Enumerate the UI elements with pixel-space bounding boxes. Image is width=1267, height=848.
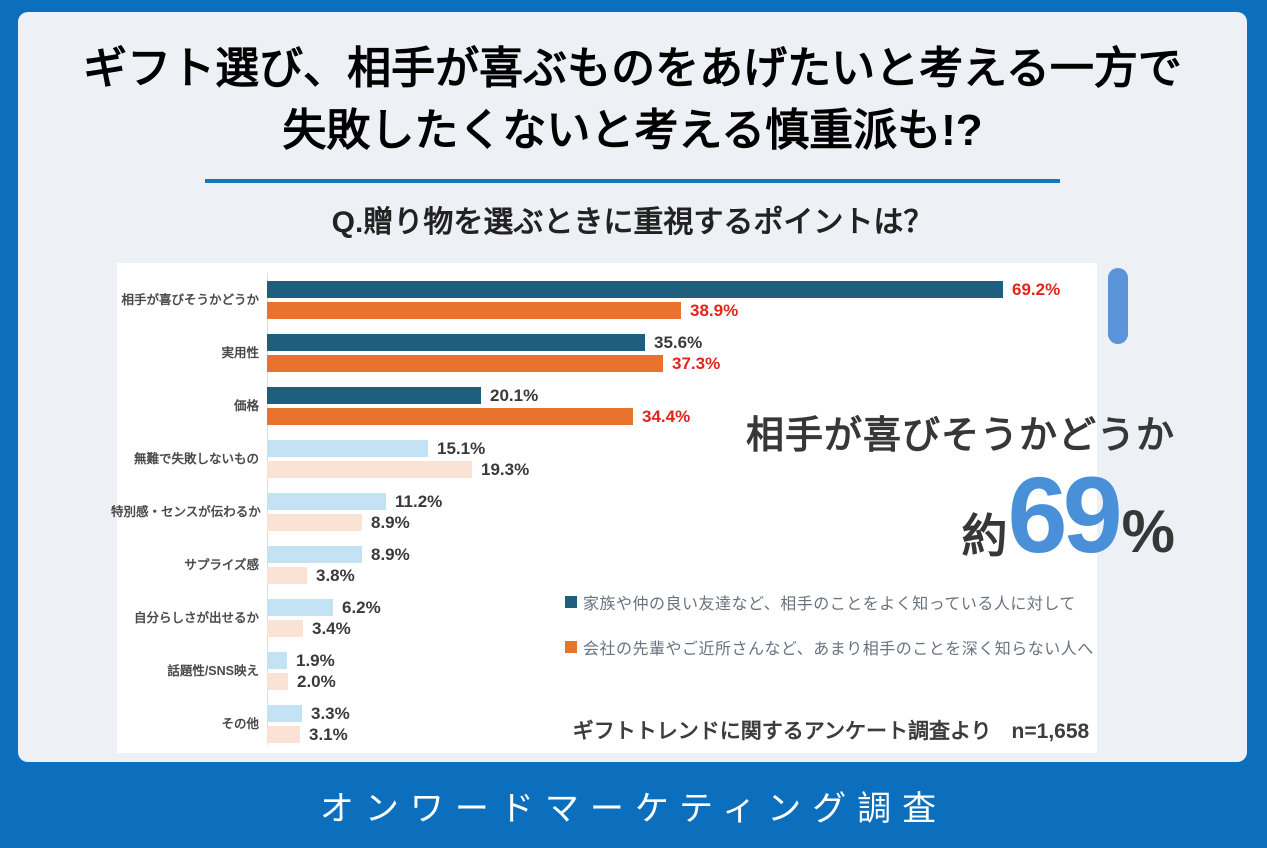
bar-known-person: [267, 493, 386, 510]
chart-legend: 家族や仲の良い友達など、相手のことをよく知っている人に対して 会社の先輩やご近所…: [565, 591, 1094, 681]
chart-row: その他 3.3% 3.1%: [117, 704, 1097, 744]
chart-row: 自分らしさが出せるか 6.2% 3.4%: [117, 598, 1097, 638]
title-line-2: 失敗したくないと考える慎重派も!?: [282, 106, 983, 156]
callout-approx: 約: [961, 510, 1008, 562]
bar-known-person: [267, 705, 302, 722]
value-label: 34.4%: [642, 407, 691, 426]
survey-source-note: ギフトトレンドに関するアンケート調査より n=1,658: [557, 715, 1105, 745]
callout-figure: 約69%: [746, 461, 1176, 569]
category-label: 無難で失敗しないもの: [133, 452, 259, 466]
category-label: その他: [221, 717, 259, 731]
footer-brand: オンワードマーケティング調査: [319, 789, 948, 828]
category-label: 特別感・センスが伝わるか: [111, 505, 261, 519]
chart-question: Q.贈り物を選ぶときに重視するポイントは？: [331, 205, 934, 239]
legend-swatch-orange-icon: [565, 641, 577, 653]
category-label: サプライズ感: [184, 558, 259, 572]
title-line-1: ギフト選び、相手が喜ぶものをあげたいと考える一方で: [83, 44, 1182, 93]
bar-unknown-person: [267, 567, 307, 584]
category-label: 実用性: [221, 346, 259, 360]
value-label: 37.3%: [672, 354, 721, 373]
callout-percent-sign: %: [1121, 498, 1175, 565]
survey-source-text: ギフトトレンドに関するアンケート調査より: [572, 720, 992, 743]
value-label: 3.3%: [311, 704, 350, 723]
bar-known-person: [267, 334, 645, 351]
bar-unknown-person: [267, 620, 303, 637]
value-label: 3.4%: [312, 619, 351, 638]
bar-unknown-person: [267, 461, 472, 478]
legend-item-unknown-person: 会社の先輩やご近所さんなど、あまり相手のことを深く知らない人へ: [565, 636, 1094, 658]
legend-label: 会社の先輩やご近所さんなど、あまり相手のことを深く知らない人へ: [583, 641, 1094, 658]
callout-text: 相手が喜びそうかどうか: [745, 415, 1175, 457]
bar-known-person: [267, 440, 428, 457]
content-panel: ギフト選び、相手が喜ぶものをあげたいと考える一方で 失敗したくないと考える慎重派も…: [18, 12, 1247, 762]
value-label: 69.2%: [1012, 280, 1061, 299]
bar-unknown-person: [267, 726, 300, 743]
bar-known-person: [267, 652, 287, 669]
chart-row: 実用性 35.6% 37.3%: [117, 333, 1097, 373]
bar-known-person: [267, 546, 362, 563]
value-label: 1.9%: [296, 651, 335, 670]
value-label: 35.6%: [654, 333, 703, 352]
bar-known-person: [267, 599, 333, 616]
value-label: 20.1%: [490, 386, 539, 405]
value-label: 15.1%: [437, 439, 486, 458]
category-label: 価格: [233, 399, 259, 413]
chart-row: 特別感・センスが伝わるか 11.2% 8.9%: [111, 492, 1097, 532]
value-label: 8.9%: [371, 513, 410, 532]
callout-number: 69: [1007, 454, 1123, 575]
value-label: 8.9%: [371, 545, 410, 564]
highlight-capsule: [1108, 268, 1128, 344]
value-label: 6.2%: [342, 598, 381, 617]
chart-row: 無難で失敗しないもの 15.1% 19.3%: [117, 439, 1097, 479]
title-underline: [205, 178, 1060, 183]
bar-unknown-person: [267, 514, 362, 531]
chart-card: 相手が喜びそうかどうか 69.2% 38.9% 実用性 35.6% 37.3% 価格 20.1…: [111, 263, 1097, 753]
bar-unknown-person: [267, 302, 681, 319]
value-label: 2.0%: [297, 672, 336, 691]
bar-known-person: [267, 281, 1003, 298]
key-finding-callout: 相手が喜びそうかどうか 約69%: [746, 404, 1175, 569]
category-label: 自分らしさが出せるか: [133, 611, 259, 625]
value-label: 11.2%: [395, 492, 443, 511]
value-label: 19.3%: [481, 460, 530, 479]
legend-item-known-person: 家族や仲の良い友達など、相手のことをよく知っている人に対して: [565, 591, 1094, 613]
chart-row: 価格 20.1% 34.4%: [117, 386, 1097, 426]
value-label: 3.1%: [309, 725, 348, 744]
chart-row: 相手が喜びそうかどうか 69.2% 38.9%: [117, 280, 1097, 320]
legend-label: 家族や仲の良い友達など、相手のことをよく知っている人に対して: [583, 596, 1076, 613]
category-label: 相手が喜びそうかどうか: [121, 293, 259, 307]
bar-unknown-person: [267, 355, 663, 372]
sample-size: n=1,658: [1011, 720, 1090, 743]
value-label: 3.8%: [316, 566, 355, 585]
bar-known-person: [267, 387, 481, 404]
bar-unknown-person: [267, 408, 633, 425]
page-title: ギフト選び、相手が喜ぶものをあげたいと考える一方で 失敗したくないと考える慎重派も…: [18, 12, 1247, 163]
bar-unknown-person: [267, 673, 288, 690]
chart-row: 話題性/SNS映え 1.9% 2.0%: [117, 651, 1097, 691]
category-label: 話題性/SNS映え: [167, 664, 259, 678]
value-label: 38.9%: [690, 301, 739, 320]
legend-swatch-teal-icon: [565, 596, 577, 608]
chart-row: サプライズ感 8.9% 3.8%: [117, 545, 1097, 585]
